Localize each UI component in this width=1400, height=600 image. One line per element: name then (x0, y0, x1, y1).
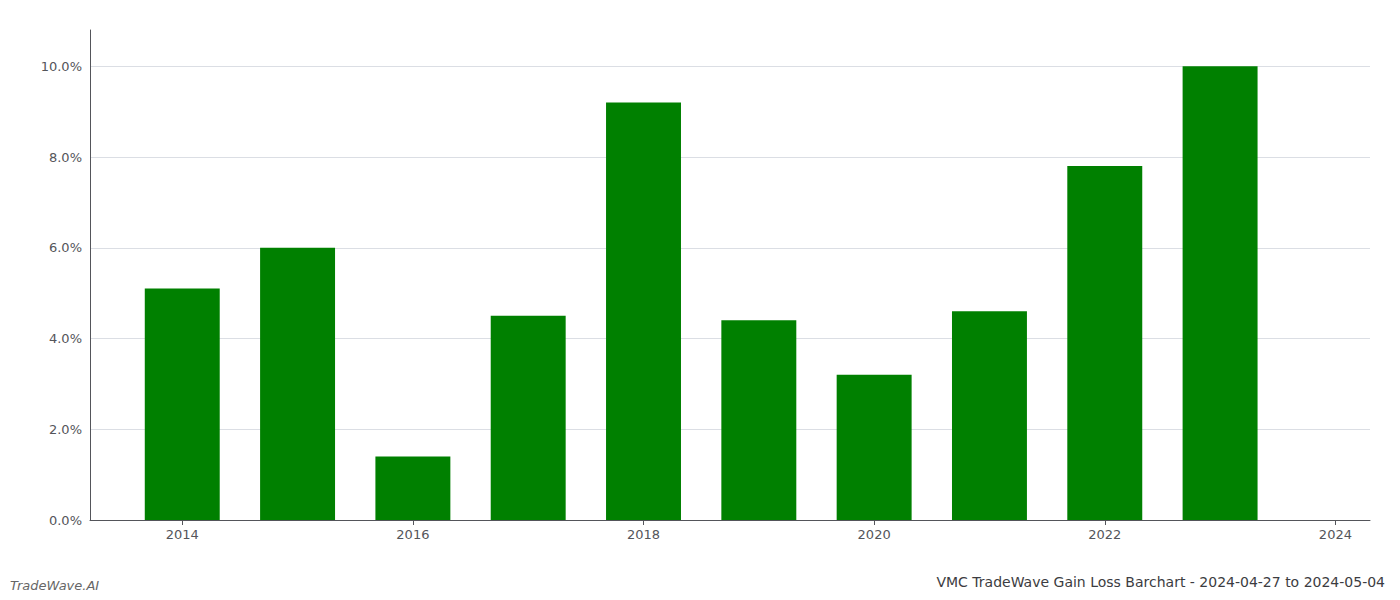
svg-text:0.0%: 0.0% (49, 513, 82, 528)
svg-text:6.0%: 6.0% (49, 240, 82, 255)
svg-text:2022: 2022 (1088, 527, 1121, 542)
svg-text:2.0%: 2.0% (49, 422, 82, 437)
svg-text:2016: 2016 (396, 527, 429, 542)
svg-text:VMC TradeWave Gain Loss Barcha: VMC TradeWave Gain Loss Barchart - 2024-… (936, 574, 1385, 590)
svg-text:2024: 2024 (1319, 527, 1352, 542)
svg-text:2018: 2018 (627, 527, 660, 542)
svg-text:TradeWave.AI: TradeWave.AI (10, 578, 99, 593)
svg-text:8.0%: 8.0% (49, 150, 82, 165)
svg-text:2020: 2020 (858, 527, 891, 542)
svg-text:2014: 2014 (166, 527, 199, 542)
svg-text:4.0%: 4.0% (49, 331, 82, 346)
svg-text:10.0%: 10.0% (41, 59, 82, 74)
